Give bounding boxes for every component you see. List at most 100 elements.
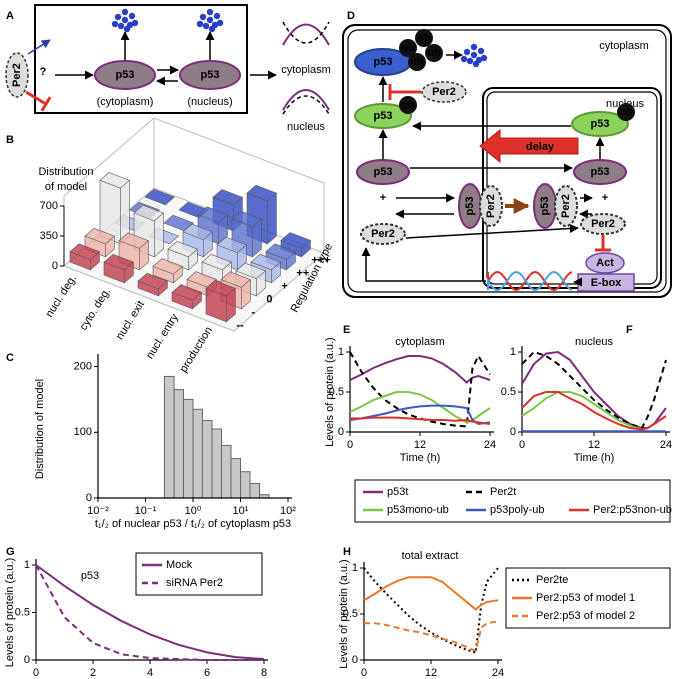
chart-title: total extract — [402, 550, 459, 562]
degradation-blob — [480, 54, 488, 62]
histogram-bar — [163, 375, 175, 499]
node — [585, 252, 625, 274]
wall-edge — [153, 117, 325, 184]
z-tick-label: 350 — [40, 230, 58, 242]
panel-label: D — [347, 10, 355, 22]
node-label: p53 — [374, 110, 393, 122]
degradation-blob — [216, 19, 224, 27]
histogram-bar — [173, 389, 184, 499]
chart-title: cytoplasm — [395, 336, 445, 348]
degradation-blob — [466, 57, 474, 65]
ubiquitin-label: ub — [619, 106, 633, 118]
y-axis-label: Levels of protein (a.u.) — [324, 337, 336, 446]
data-line — [35, 564, 265, 661]
y-tick-label: 0.5 — [343, 608, 358, 620]
panel-label: A — [6, 10, 14, 22]
x-tick-label: 10⁰ — [185, 505, 202, 517]
z-tick-label: 0 — [52, 260, 58, 272]
y-axis-label: Distribution of model — [34, 379, 46, 479]
z-tick-label: 700 — [40, 200, 58, 212]
x-tick-label: 24 — [492, 667, 504, 679]
arrow — [27, 39, 51, 55]
ubiquitin — [399, 96, 417, 114]
y-tick-label: 1 — [24, 559, 30, 571]
legend-label: p53poly-ub — [490, 504, 544, 516]
ubiquitin — [408, 53, 426, 71]
x-tick-label: 0 — [33, 667, 39, 679]
y-tick-label: 1 — [352, 562, 358, 574]
x-tick-label: 4 — [147, 667, 153, 679]
wall-edge — [63, 117, 155, 197]
node-label: p53 — [201, 69, 220, 81]
y-tick-label: 0.5 — [501, 386, 516, 398]
cell-frame — [347, 29, 667, 293]
arrow — [361, 247, 486, 282]
compartment-label: cytoplasm — [599, 40, 649, 52]
legend-label: Per2:p53non-ub — [593, 504, 672, 516]
profile-curve — [282, 95, 330, 115]
profile-label: cytoplasm — [281, 64, 331, 76]
node — [354, 103, 412, 129]
data-line — [350, 416, 491, 425]
y-tick-label: 1 — [510, 346, 516, 358]
ubiquitin — [425, 44, 443, 62]
profile-curve — [282, 89, 330, 111]
x-tick-label: 10² — [280, 505, 296, 517]
degradation-blob — [131, 19, 139, 27]
degradation-blob — [202, 22, 210, 30]
degradation-blob — [460, 55, 468, 63]
panel-label: C — [6, 352, 14, 364]
node-label: E-box — [591, 277, 622, 289]
legend-label: p53mono-ub — [387, 504, 449, 516]
degradation-blob — [463, 48, 471, 56]
histogram-bar — [211, 428, 222, 499]
profile-curve — [282, 23, 330, 46]
node — [479, 185, 503, 227]
degradation-blob — [121, 16, 129, 24]
y-axis-label: Levels of protein (a.u.) — [4, 558, 16, 667]
x-tick-label: 0 — [361, 667, 367, 679]
data-line — [521, 391, 667, 431]
x-tick-label: 10⁻¹ — [135, 505, 157, 517]
x-axis-label: Time (h) — [574, 452, 615, 464]
inhibition-bar — [40, 96, 52, 112]
histogram-bar — [230, 458, 241, 499]
ubiquitin-label: ub — [410, 56, 424, 68]
y-tick-label: 0.5 — [15, 606, 30, 618]
legend-label: Mock — [166, 559, 193, 571]
chart-title: p53 — [81, 570, 99, 582]
degradation-blob — [477, 47, 485, 55]
frame — [34, 4, 248, 114]
degradation-blob — [117, 22, 125, 30]
x-tick-label: 8 — [261, 667, 267, 679]
node — [356, 159, 410, 185]
y-axis-label: Levels of protein (a.u.) — [338, 559, 350, 668]
histogram-bar — [201, 419, 213, 499]
y-tick-label: 0 — [338, 426, 344, 438]
degradation-blob — [213, 12, 221, 20]
x-tick-label: 6 — [204, 667, 210, 679]
data-line — [521, 350, 667, 429]
profile-label: nucleus — [287, 121, 325, 133]
legend-label: Per2te — [536, 574, 568, 586]
data-line — [35, 564, 264, 661]
nucleus-frame — [482, 87, 662, 289]
panel-label: H — [343, 546, 351, 558]
node-label: Per2 — [560, 194, 572, 218]
node — [179, 60, 241, 90]
degradation-blob — [196, 20, 204, 28]
node — [571, 111, 629, 137]
data-line — [363, 576, 499, 611]
node — [360, 223, 406, 245]
x-tick-label: 12 — [414, 439, 426, 451]
legend-box — [505, 567, 671, 629]
degradation-blob — [206, 16, 214, 24]
location-label: (nucleus) — [187, 96, 232, 108]
category-label: production — [178, 325, 215, 375]
legend-box — [135, 552, 263, 596]
bar-3d — [144, 188, 175, 206]
x-tick-label: 12 — [425, 667, 437, 679]
series-label: ++ — [296, 268, 309, 280]
